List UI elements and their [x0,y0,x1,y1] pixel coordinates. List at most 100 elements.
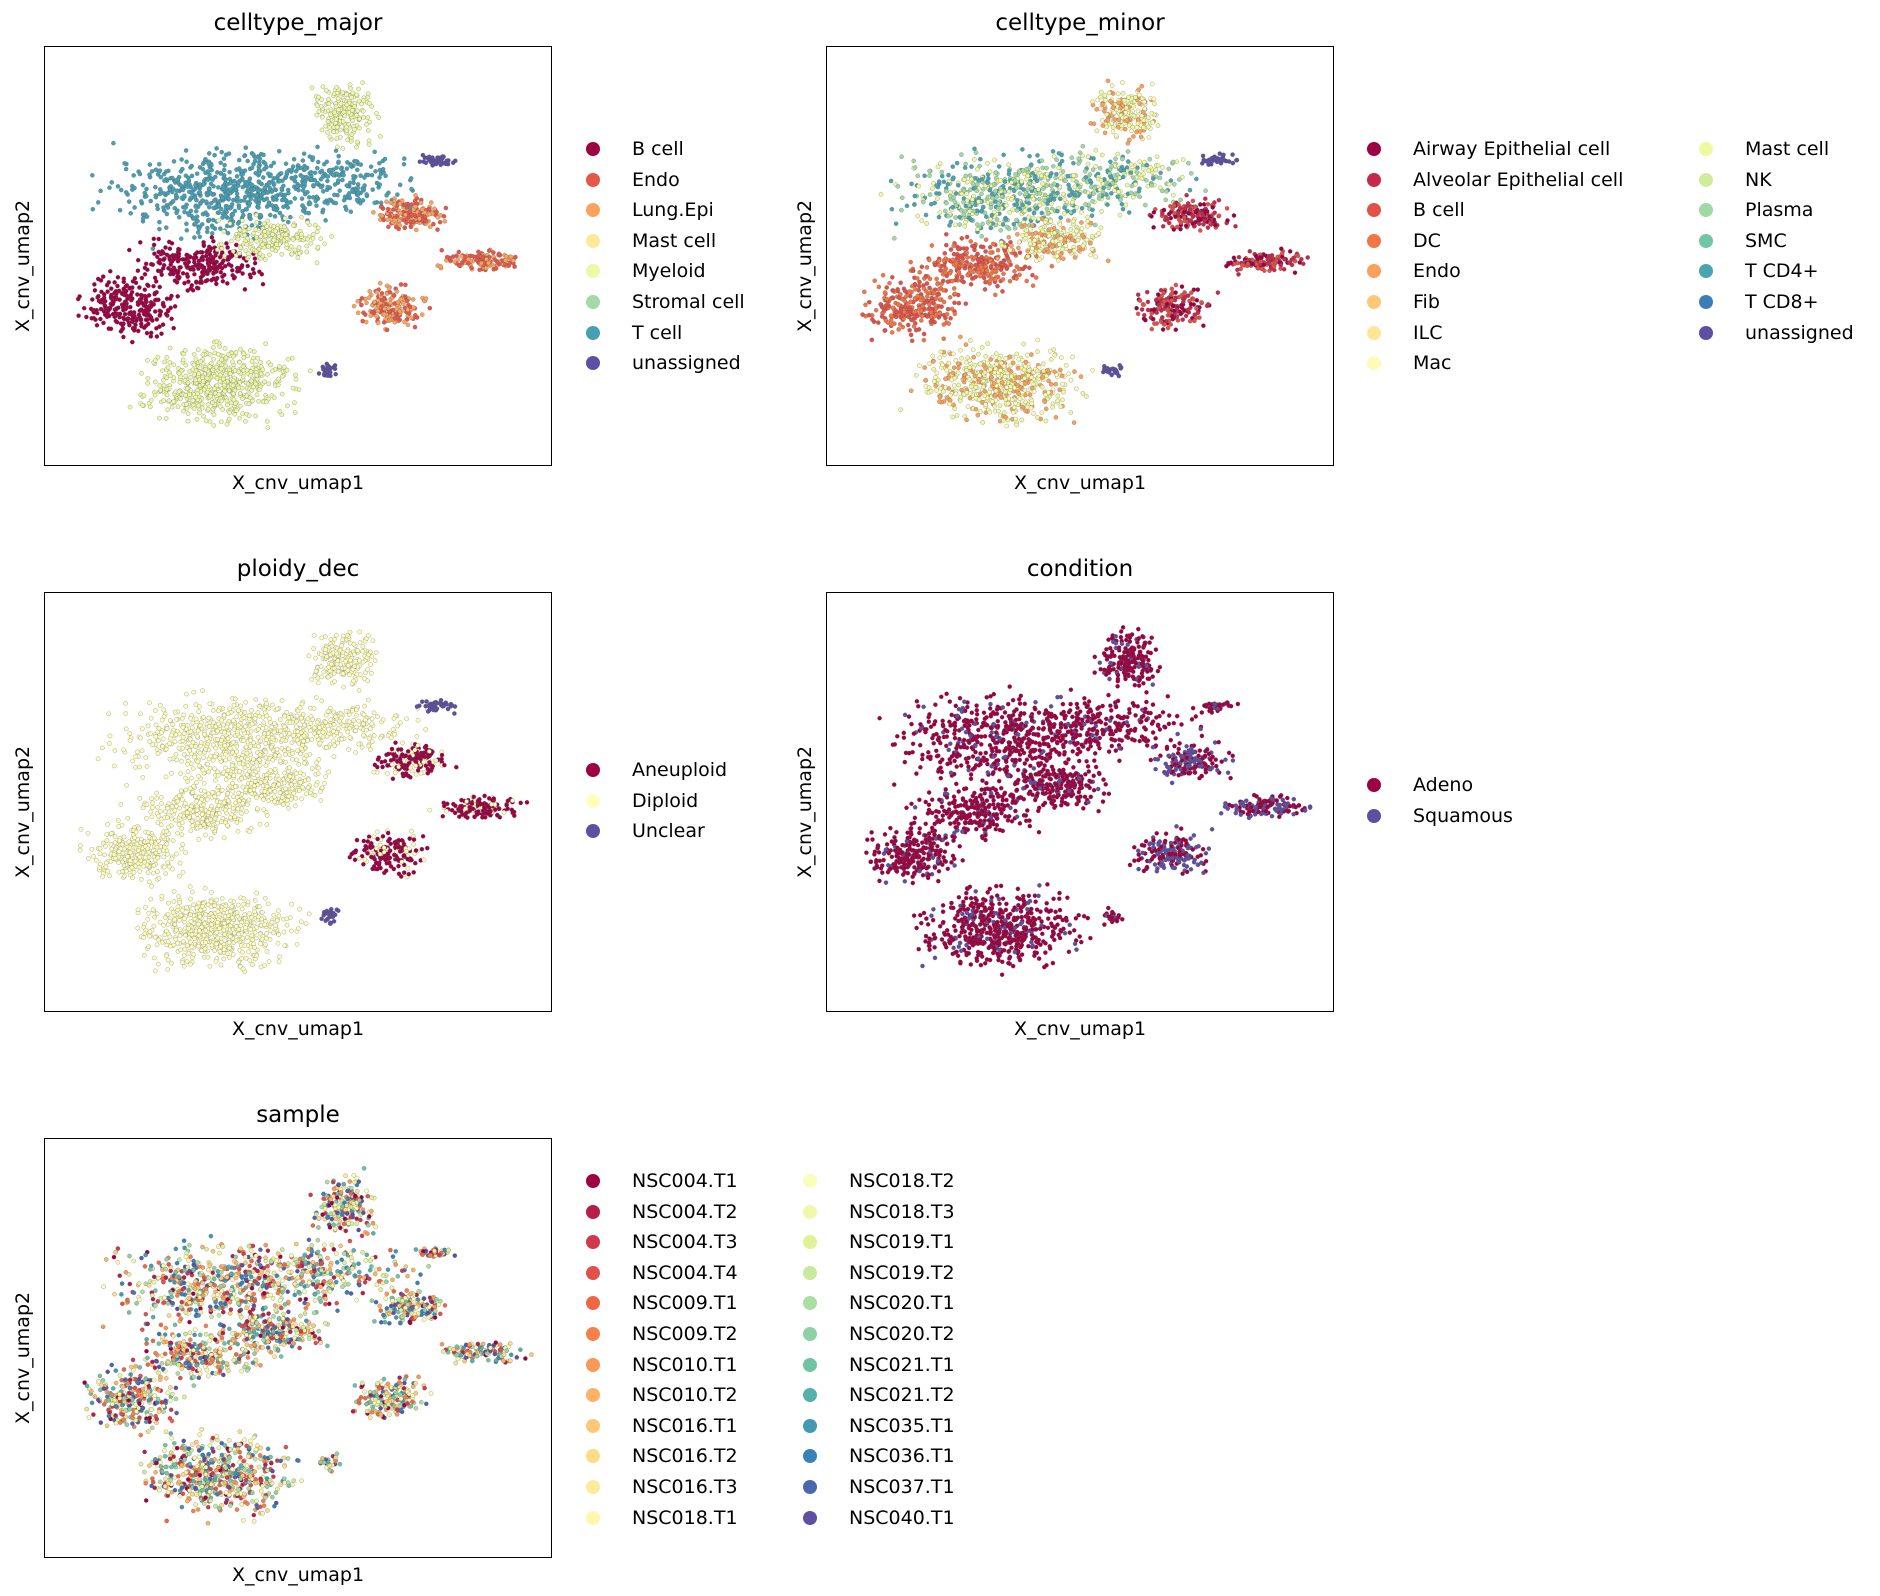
scatter-point [913,327,919,333]
scatter-point [1044,206,1050,212]
scatter-point [1032,237,1037,243]
scatter-point [179,195,185,201]
scatter-point [983,249,988,254]
scatter-point [334,165,339,170]
scatter-point [328,167,334,173]
scatter-point [922,300,928,305]
scatter-point [943,270,948,275]
scatter-point [1027,392,1033,397]
scatter-point [980,221,985,227]
scatter-point [263,341,268,346]
scatter-point [240,271,245,276]
scatter-point [283,161,289,166]
scatter-point [332,363,338,368]
scatter-point [360,198,366,203]
scatter-point [403,282,408,288]
scatter-point [427,305,433,311]
scatter-point [883,303,889,308]
scatter-point [331,129,336,135]
scatter-point [1120,206,1126,212]
scatter-point [993,388,999,394]
scatter-point [1016,266,1022,272]
scatter-point [245,158,250,164]
scatter-point [235,236,241,242]
scatter-point [146,321,151,327]
scatter-point [982,388,988,394]
scatter-point [1007,278,1013,284]
scatter-point [192,372,197,377]
scatter-point [148,198,153,204]
scatter-point [333,148,339,153]
scatter-point [118,329,124,334]
legend-label: unassigned [632,352,741,375]
scatter-point [491,250,496,255]
scatter-point [141,216,146,221]
scatter-point [236,385,242,391]
scatter-point [183,362,189,368]
scatter-point [150,246,156,251]
scatter-point [933,303,938,308]
scatter-point [975,269,981,275]
scatter-point [420,152,426,158]
scatter-point [144,214,150,219]
scatter-point [508,254,514,260]
scatter-point [209,231,215,236]
scatter-point [158,174,164,180]
scatter-point [938,349,944,355]
scatter-point [278,192,283,197]
scatter-point [226,416,232,422]
scatter-point [931,367,936,372]
scatter-point [1022,375,1027,381]
scatter-point [195,230,201,235]
scatter-point [249,165,255,171]
scatter-point [193,221,198,226]
scatter-point [946,321,952,326]
scatter-point [894,309,899,314]
scatter-point [496,251,502,257]
scatter-point [895,184,901,189]
scatter-point [105,289,110,294]
scatter-point [1068,233,1073,239]
scatter-point [170,271,176,277]
legend-label: T cell [632,321,683,344]
scatter-point [118,321,124,326]
scatter-point [246,401,252,407]
scatter-point [1017,272,1022,278]
scatter-point [987,169,993,174]
scatter-point [319,114,325,120]
scatter-point [163,245,168,250]
scatter-point [256,201,261,207]
scatter-point [271,237,277,243]
scatter-point [1008,384,1013,389]
scatter-point [194,285,200,291]
scatter-point [186,279,191,284]
scatter-point [227,176,233,182]
scatter-point [953,191,959,196]
scatter-point [256,387,262,393]
scatter-point [1034,234,1040,240]
scatter-point [255,355,260,361]
scatter-point [251,230,256,236]
scatter-point [145,376,151,381]
scatter-point [941,258,947,263]
scatter-point [263,257,268,262]
scatter-point [935,281,940,287]
scatter-point [354,92,359,98]
scatter-point [1072,248,1077,254]
scatter-point [1097,165,1103,171]
scatter-point [427,206,432,212]
scatter-point [217,372,223,378]
scatter-point [336,159,341,165]
scatter-point [244,181,250,186]
scatter-point [953,215,958,220]
y-axis-label: X_cnv_umap2 [12,199,34,332]
scatter-point [942,251,948,256]
scatter-point [165,407,170,413]
scatter-point [1012,226,1018,231]
scatter-point [1110,180,1116,186]
scatter-point [922,365,927,370]
scatter-point [311,183,316,188]
scatter-point [357,116,362,122]
scatter-point [243,145,249,150]
scatter-point [152,251,157,256]
